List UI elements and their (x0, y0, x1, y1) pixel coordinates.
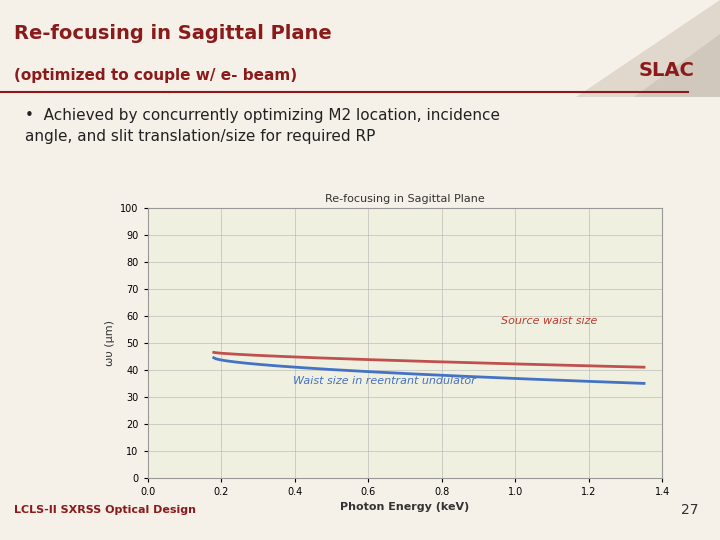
Text: 27: 27 (681, 503, 698, 517)
Polygon shape (634, 34, 720, 97)
Y-axis label: ωυ (μm): ωυ (μm) (104, 320, 114, 366)
Text: LCLS-II SXRSS Optical Design: LCLS-II SXRSS Optical Design (14, 505, 197, 515)
Text: Source waist size: Source waist size (501, 316, 598, 326)
Polygon shape (576, 0, 720, 97)
Text: Re-focusing in Sagittal Plane: Re-focusing in Sagittal Plane (14, 24, 332, 43)
X-axis label: Photon Energy (keV): Photon Energy (keV) (341, 503, 469, 512)
Text: Waist size in reentrant undulator: Waist size in reentrant undulator (293, 376, 476, 386)
Text: SLAC: SLAC (639, 60, 695, 80)
Text: •  Achieved by concurrently optimizing M2 location, incidence
angle, and slit tr: • Achieved by concurrently optimizing M2… (25, 108, 500, 144)
Text: (optimized to couple w/ e- beam): (optimized to couple w/ e- beam) (14, 68, 297, 83)
Title: Re-focusing in Sagittal Plane: Re-focusing in Sagittal Plane (325, 194, 485, 204)
